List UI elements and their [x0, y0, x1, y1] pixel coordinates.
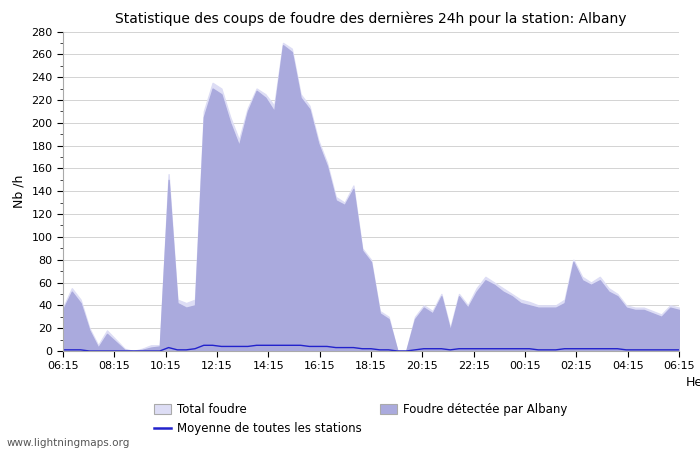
Y-axis label: Nb /h: Nb /h — [13, 175, 26, 208]
Legend: Total foudre, Moyenne de toutes les stations, Foudre détectée par Albany: Total foudre, Moyenne de toutes les stat… — [149, 398, 573, 440]
Text: Heure: Heure — [686, 376, 700, 389]
Title: Statistique des coups de foudre des dernières 24h pour la station: Albany: Statistique des coups de foudre des dern… — [116, 12, 626, 26]
Text: www.lightningmaps.org: www.lightningmaps.org — [7, 438, 130, 448]
